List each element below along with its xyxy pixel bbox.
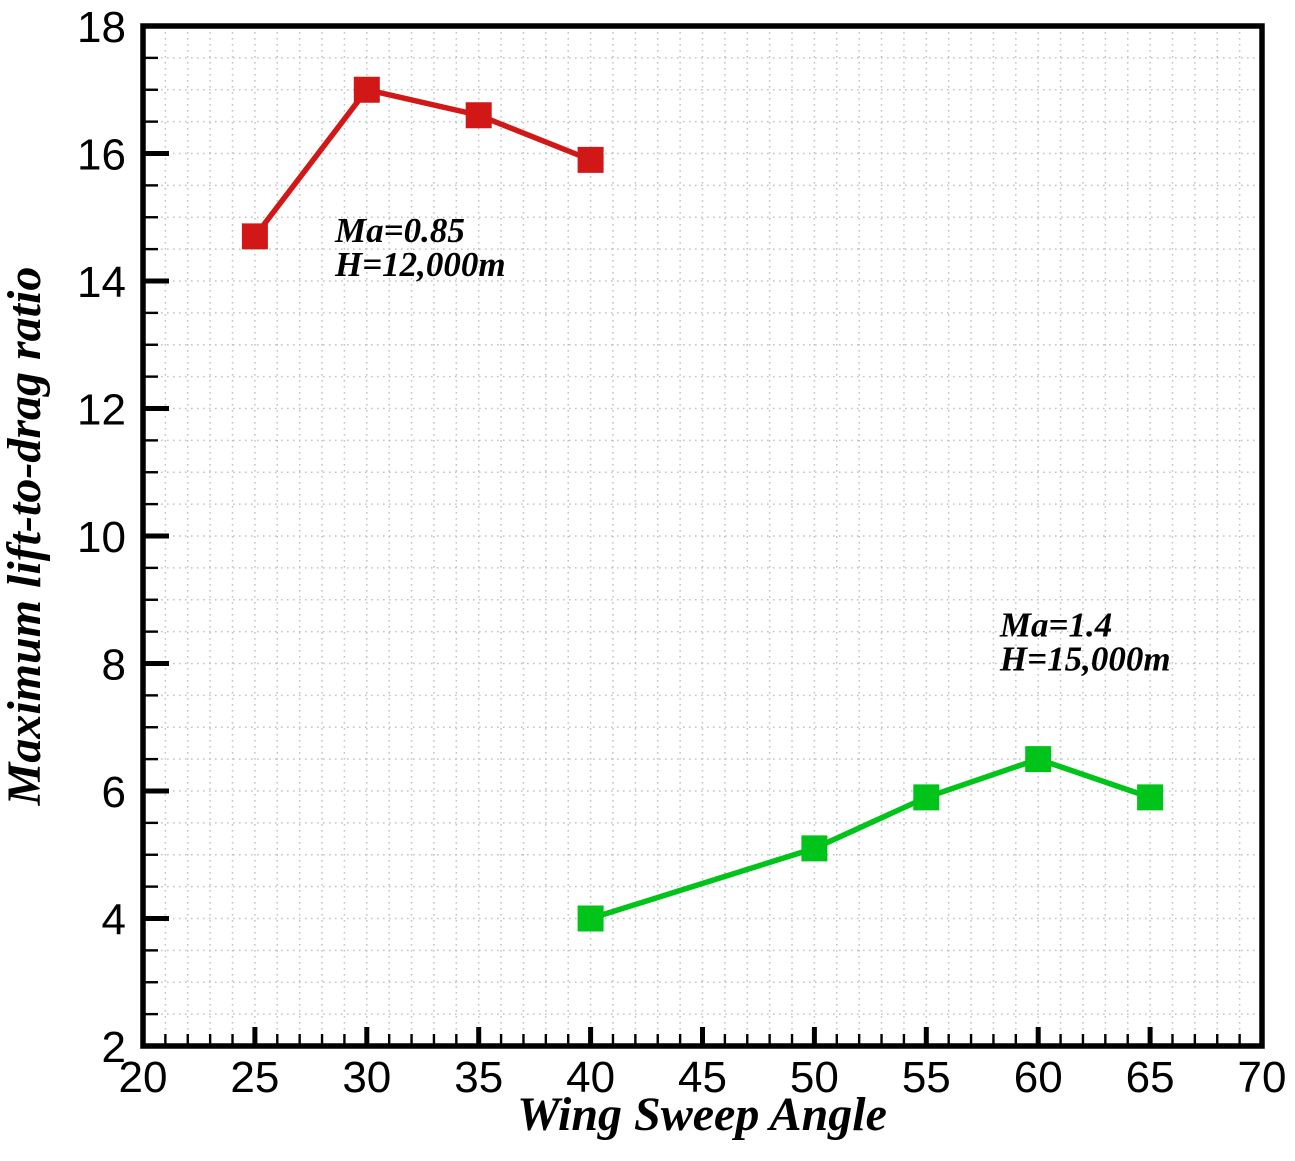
y-tick-label: 2 bbox=[102, 1023, 126, 1072]
data-point-marker bbox=[577, 146, 604, 173]
annotation-line: Ma=1.4 bbox=[999, 606, 1112, 645]
annotation-line: H=15,000m bbox=[999, 640, 1171, 679]
annotation-line: Ma=0.85 bbox=[334, 211, 465, 250]
data-point-marker bbox=[1025, 746, 1052, 773]
x-tick-label: 50 bbox=[790, 1053, 839, 1102]
y-tick-label: 14 bbox=[77, 258, 126, 307]
series-annotation-1: Ma=1.4 H=15,000m bbox=[999, 606, 1171, 679]
x-tick-label: 55 bbox=[902, 1053, 951, 1102]
x-tick-label: 45 bbox=[678, 1053, 727, 1102]
data-point-marker bbox=[353, 76, 380, 103]
grid-layer bbox=[143, 26, 1262, 1046]
annotation-layer: Ma=0.85 H=12,000m Ma=1.4 H=15,000m bbox=[334, 211, 1171, 679]
y-axis-title: Maximum lift-to-drag ratio bbox=[0, 267, 51, 807]
x-tick-label: 20 bbox=[119, 1053, 168, 1102]
tick-label-layer: 20 25 30 35 40 45 50 55 60 65 70 2 4 6 8 10 12 14 16 18 bbox=[77, 3, 1286, 1102]
x-tick-label: 35 bbox=[454, 1053, 503, 1102]
x-tick-label: 60 bbox=[1014, 1053, 1063, 1102]
y-tick-label: 8 bbox=[102, 641, 126, 690]
annotation-line: H=12,000m bbox=[334, 245, 506, 284]
data-point-marker bbox=[913, 784, 940, 811]
x-tick-label: 30 bbox=[342, 1053, 391, 1102]
tick-layer bbox=[140, 23, 1265, 1049]
series-line-0 bbox=[252, 86, 592, 239]
data-point-marker bbox=[465, 102, 492, 129]
series-layer bbox=[241, 76, 1164, 932]
data-point-marker bbox=[577, 905, 604, 932]
y-tick-label: 6 bbox=[102, 768, 126, 817]
data-point-marker bbox=[241, 223, 268, 250]
series-annotation-0: Ma=0.85 H=12,000m bbox=[334, 211, 506, 284]
data-point-marker bbox=[801, 835, 828, 862]
series-line-1 bbox=[589, 756, 1151, 922]
x-tick-label: 70 bbox=[1238, 1053, 1287, 1102]
data-point-marker bbox=[1137, 784, 1164, 811]
x-tick-label: 40 bbox=[566, 1053, 615, 1102]
x-tick-label: 25 bbox=[230, 1053, 279, 1102]
y-tick-label: 16 bbox=[77, 131, 126, 180]
x-tick-label: 65 bbox=[1126, 1053, 1175, 1102]
y-tick-label: 4 bbox=[102, 896, 126, 945]
y-tick-label: 18 bbox=[77, 3, 126, 52]
y-tick-label: 10 bbox=[77, 513, 126, 562]
y-tick-label: 12 bbox=[77, 386, 126, 435]
x-axis-title: Wing Sweep Angle bbox=[517, 1088, 887, 1141]
